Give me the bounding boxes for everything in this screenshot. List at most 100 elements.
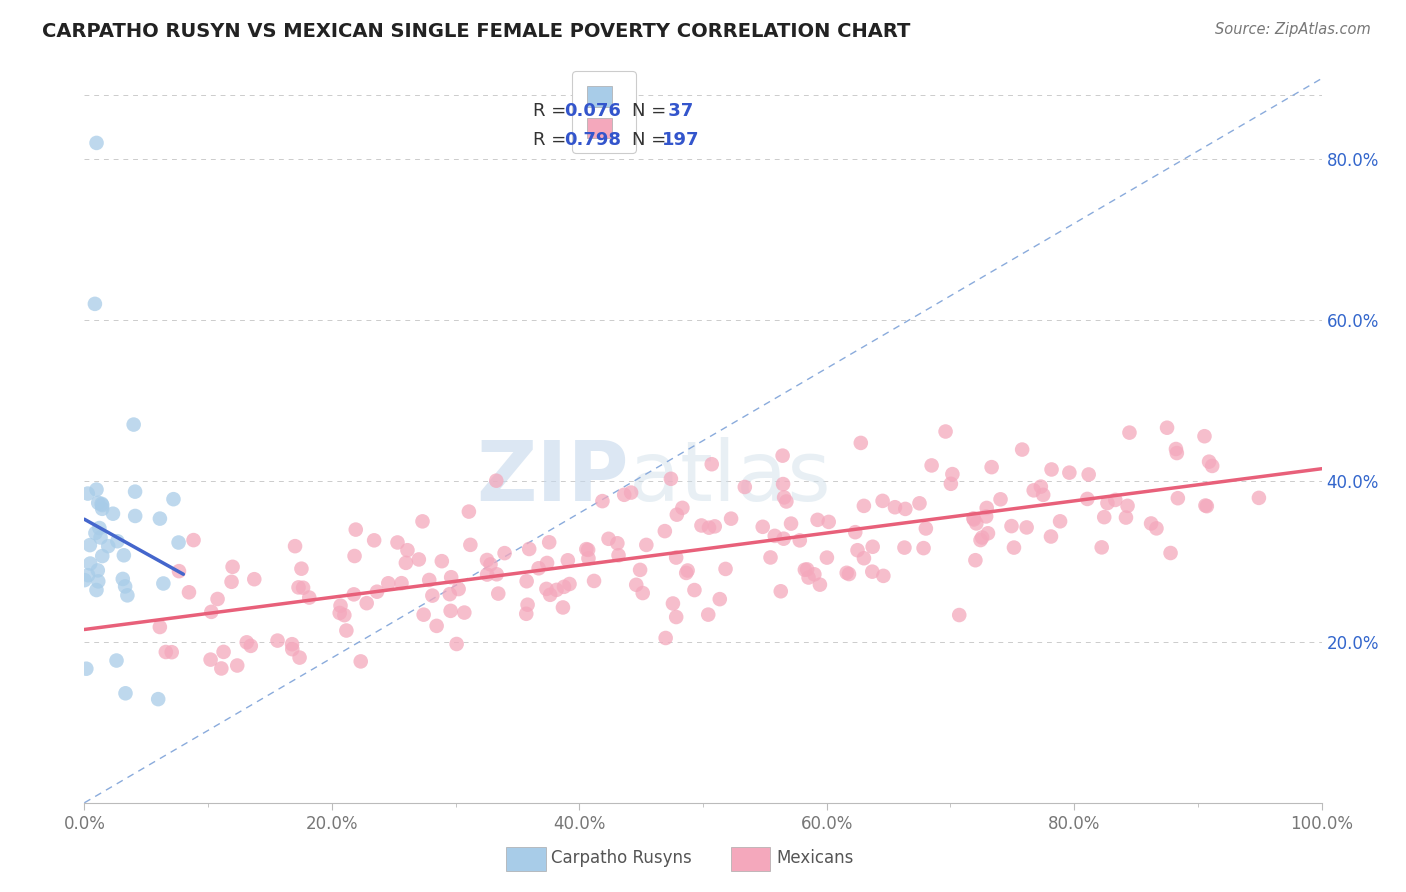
Point bbox=[290, 562, 312, 576]
Point bbox=[453, 606, 475, 620]
Point bbox=[343, 587, 366, 601]
Point bbox=[356, 596, 378, 610]
Point bbox=[844, 525, 866, 540]
Point bbox=[598, 532, 620, 546]
Point bbox=[773, 491, 796, 505]
Point bbox=[703, 519, 725, 533]
Point bbox=[460, 538, 482, 552]
Point bbox=[1097, 496, 1119, 510]
Point bbox=[162, 492, 184, 507]
Point bbox=[803, 567, 825, 582]
Point bbox=[77, 568, 100, 582]
Point bbox=[426, 619, 449, 633]
Point bbox=[475, 553, 498, 567]
Point bbox=[73, 573, 96, 587]
Point bbox=[183, 533, 205, 548]
Point bbox=[797, 570, 820, 584]
Point bbox=[683, 583, 706, 598]
Text: 0.798: 0.798 bbox=[564, 131, 621, 149]
Point bbox=[75, 662, 97, 676]
Point bbox=[591, 494, 613, 508]
Point bbox=[122, 417, 145, 432]
Point bbox=[551, 600, 574, 615]
Point bbox=[112, 549, 135, 563]
Point bbox=[1011, 442, 1033, 457]
Point bbox=[862, 540, 884, 554]
Point bbox=[527, 561, 550, 575]
Point bbox=[697, 521, 720, 535]
Point bbox=[665, 508, 688, 522]
Point bbox=[665, 550, 688, 565]
Point bbox=[516, 574, 538, 589]
Point bbox=[79, 557, 101, 571]
Point bbox=[1116, 499, 1139, 513]
Point bbox=[1040, 462, 1063, 476]
Point bbox=[759, 550, 782, 565]
Point bbox=[239, 639, 262, 653]
Point bbox=[395, 556, 418, 570]
Point bbox=[117, 588, 139, 602]
Point bbox=[659, 472, 682, 486]
Point bbox=[1115, 510, 1137, 524]
Point bbox=[84, 526, 107, 541]
Point bbox=[849, 436, 872, 450]
Point bbox=[709, 592, 731, 607]
Point bbox=[751, 520, 773, 534]
Point bbox=[1247, 491, 1270, 505]
Point bbox=[1015, 520, 1038, 534]
Point bbox=[665, 610, 688, 624]
Point bbox=[377, 576, 399, 591]
Point bbox=[808, 577, 831, 591]
Point bbox=[281, 637, 304, 651]
Point bbox=[396, 543, 419, 558]
Point bbox=[980, 460, 1002, 475]
Point bbox=[1029, 480, 1052, 494]
Point bbox=[97, 539, 120, 553]
Text: ZIP: ZIP bbox=[477, 436, 628, 517]
Point bbox=[447, 582, 470, 596]
Text: 197: 197 bbox=[662, 131, 700, 149]
Point bbox=[439, 587, 461, 601]
Point bbox=[1140, 516, 1163, 531]
Point bbox=[654, 631, 676, 645]
Point bbox=[676, 564, 699, 578]
Point bbox=[335, 624, 357, 638]
Point bbox=[1146, 521, 1168, 535]
Point bbox=[1166, 446, 1188, 460]
Point bbox=[835, 566, 858, 580]
Text: N =: N = bbox=[633, 102, 672, 120]
Point bbox=[628, 563, 651, 577]
Point bbox=[720, 511, 742, 525]
Point bbox=[607, 549, 630, 563]
Point bbox=[1167, 491, 1189, 506]
Point bbox=[872, 494, 894, 508]
Point bbox=[440, 604, 463, 618]
Point bbox=[1194, 499, 1216, 513]
Point bbox=[114, 686, 136, 700]
Point bbox=[422, 589, 444, 603]
Point bbox=[149, 511, 172, 525]
Point bbox=[91, 549, 114, 563]
Point bbox=[1198, 455, 1220, 469]
Point bbox=[775, 494, 797, 508]
Point bbox=[167, 535, 190, 549]
Point bbox=[963, 512, 986, 526]
Point bbox=[87, 574, 110, 589]
Point bbox=[155, 645, 177, 659]
Point bbox=[1002, 541, 1025, 555]
Point bbox=[872, 569, 894, 583]
Text: N =: N = bbox=[633, 131, 672, 149]
Point bbox=[557, 553, 579, 567]
Point bbox=[152, 576, 174, 591]
Point bbox=[620, 485, 643, 500]
Point bbox=[479, 558, 502, 572]
Point bbox=[558, 577, 581, 591]
Point bbox=[846, 543, 869, 558]
Text: 0.076: 0.076 bbox=[564, 102, 621, 120]
Point bbox=[796, 562, 818, 576]
Point bbox=[1049, 514, 1071, 528]
Point bbox=[553, 580, 575, 594]
Point bbox=[79, 538, 101, 552]
Point bbox=[1194, 429, 1216, 443]
Point bbox=[815, 550, 838, 565]
